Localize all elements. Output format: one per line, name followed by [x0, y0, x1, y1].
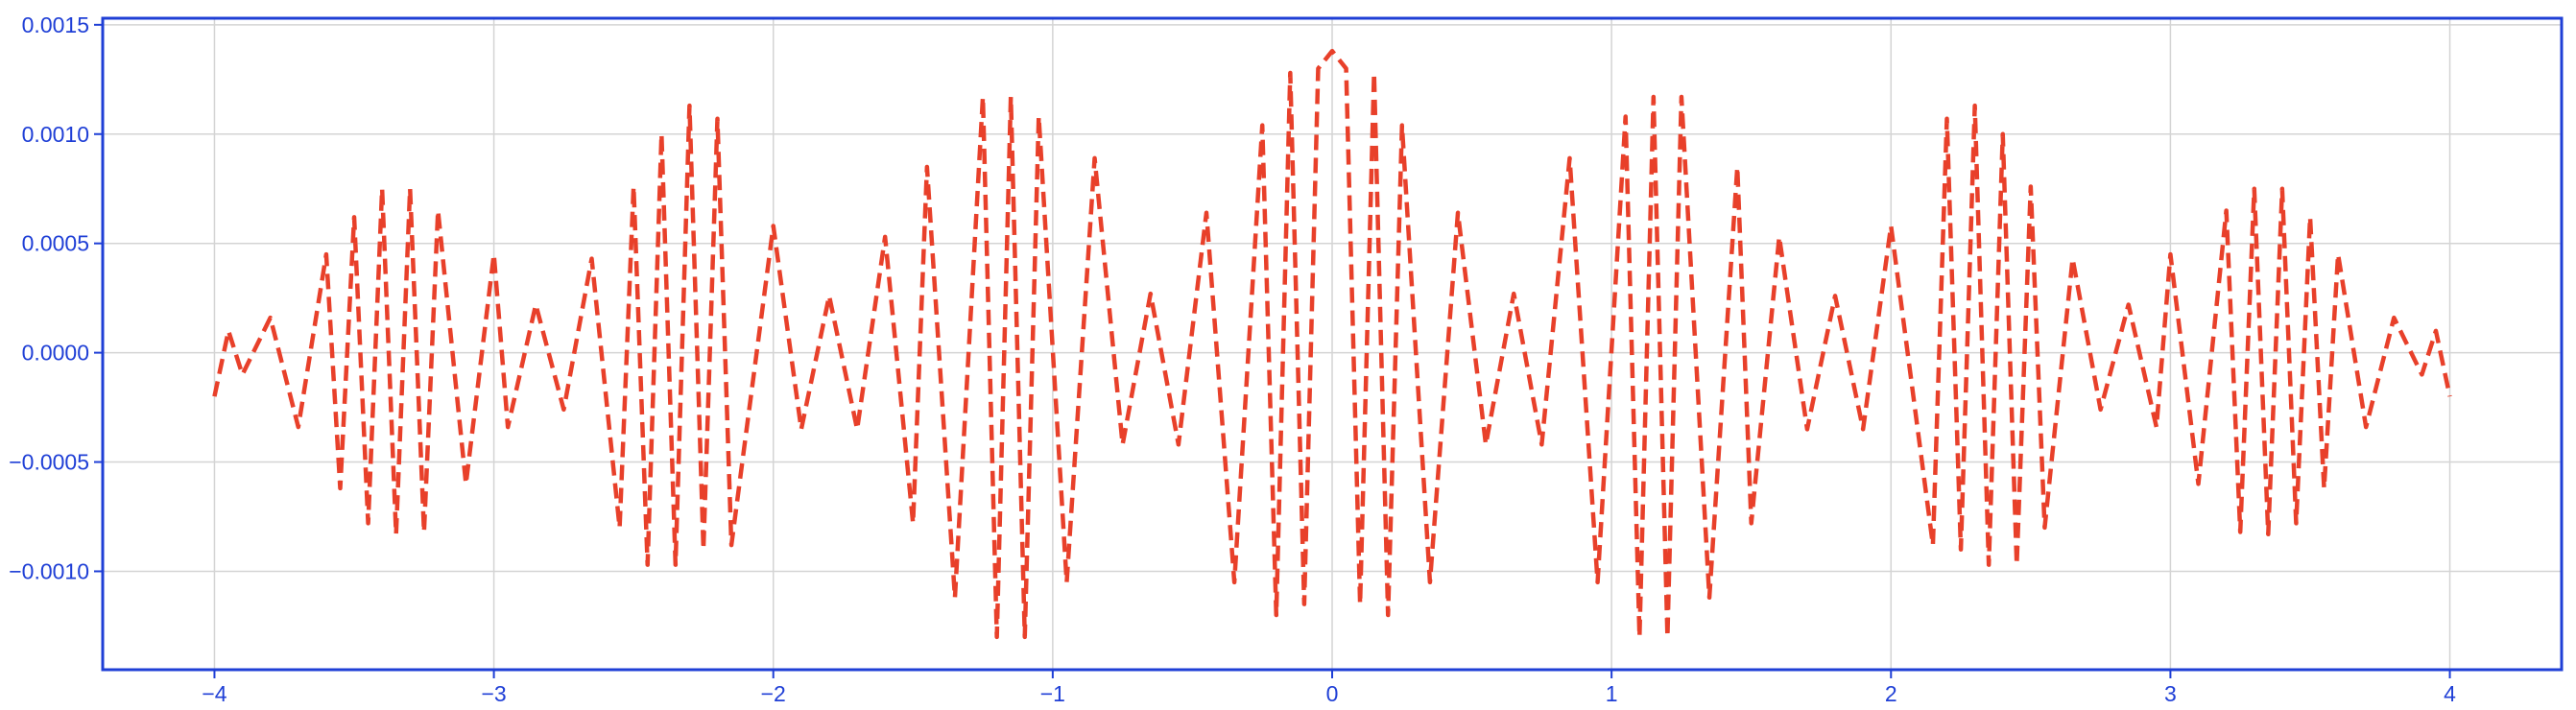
- x-tick-label: 3: [2164, 681, 2177, 706]
- y-tick-label: 0.0015: [22, 12, 89, 37]
- grid-lines: [103, 18, 2562, 670]
- x-tick-label: 1: [1606, 681, 1618, 706]
- x-tick-label: 2: [1885, 681, 1897, 706]
- x-tick-label: −1: [1040, 681, 1065, 706]
- x-tick-label: 4: [2444, 681, 2456, 706]
- x-tick-label: 0: [1326, 681, 1339, 706]
- x-tick-label: −2: [761, 681, 786, 706]
- y-tick-label: 0.0010: [22, 122, 89, 147]
- x-axis: −4 −3 −2 −1 0 1 2 3 4: [202, 670, 2456, 706]
- y-tick-label: 0.0000: [22, 341, 89, 366]
- series-line: [212, 48, 2452, 640]
- y-axis: −0.0010 −0.0005 0.0000 0.0005 0.0010 0.0015: [9, 12, 103, 583]
- y-tick-label: 0.0005: [22, 231, 89, 256]
- y-tick-label: −0.0005: [9, 450, 89, 475]
- y-tick-label: −0.0010: [9, 558, 89, 583]
- x-tick-label: −4: [202, 681, 227, 706]
- series-layer: [212, 48, 2452, 640]
- x-tick-label: −3: [481, 681, 506, 706]
